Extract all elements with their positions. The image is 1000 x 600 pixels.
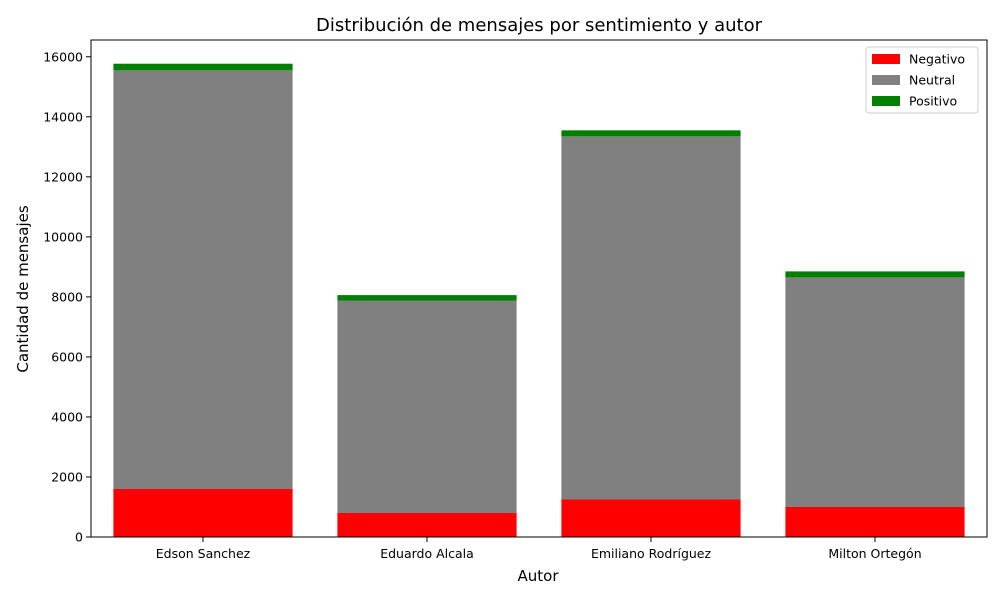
plot-frame <box>90 39 988 538</box>
bar-negativo-2 <box>561 499 741 537</box>
y-tick-label: 12000 <box>43 169 83 184</box>
x-tick-label: Edson Sanchez <box>156 546 251 561</box>
bar-positivo-1 <box>337 295 517 301</box>
bar-neutral-0 <box>113 70 293 489</box>
y-tick-label: 0 <box>75 530 83 545</box>
bar-negativo-3 <box>785 506 965 537</box>
bar-neutral-2 <box>561 136 741 500</box>
chart-title: Distribución de mensajes por sentimiento… <box>316 15 763 36</box>
y-tick-label: 14000 <box>43 109 83 124</box>
legend-swatch-neutral <box>872 75 900 85</box>
bar-positivo-2 <box>561 130 741 137</box>
bar-positivo-0 <box>113 63 293 71</box>
legend: Negativo Neutral Positivo <box>865 46 979 114</box>
y-axis: 0 2000 4000 6000 8000 10000 12000 14000 16000 <box>43 49 91 545</box>
y-tick-label: 10000 <box>43 229 83 244</box>
bar-neutral-3 <box>785 277 965 507</box>
y-tick-label: 4000 <box>51 409 83 424</box>
x-axis-label: Autor <box>518 567 560 585</box>
legend-label-neutral: Neutral <box>909 73 955 88</box>
legend-swatch-positivo <box>872 96 900 106</box>
y-axis-label: Cantidad de mensajes <box>14 205 32 372</box>
legend-label-positivo: Positivo <box>909 94 957 109</box>
y-tick-label: 6000 <box>51 349 83 364</box>
bar-neutral-1 <box>337 300 517 513</box>
x-tick-label: Eduardo Alcala <box>380 546 474 561</box>
y-tick-label: 2000 <box>51 469 83 484</box>
x-tick-label: Emiliano Rodríguez <box>591 546 712 561</box>
bars-group <box>113 63 965 537</box>
bar-positivo-3 <box>785 271 965 278</box>
y-tick-label: 16000 <box>43 49 83 64</box>
bar-negativo-1 <box>337 512 517 537</box>
y-tick-label: 8000 <box>51 289 83 304</box>
x-axis: Edson Sanchez Eduardo Alcala Emiliano Rodr… <box>156 537 922 561</box>
bar-negativo-0 <box>113 488 293 537</box>
x-tick-label: Milton Ortegón <box>828 546 921 561</box>
legend-label-negativo: Negativo <box>909 52 965 67</box>
legend-swatch-negativo <box>872 54 900 64</box>
